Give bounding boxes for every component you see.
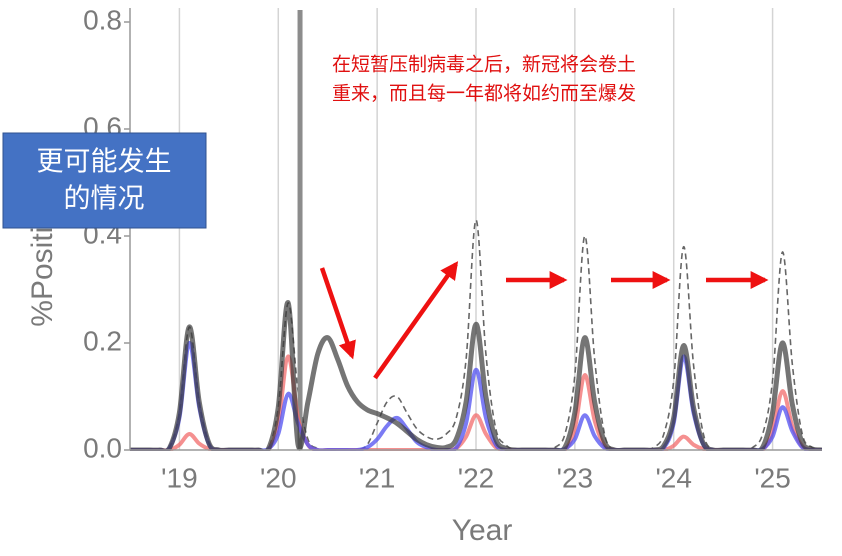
callout-text: 更可能发生 — [37, 147, 172, 178]
annotation-text: 重来，而且每一年都将如约而至爆发 — [332, 83, 636, 105]
grid — [178, 8, 774, 450]
arrow — [319, 267, 356, 360]
x-axis-label: Year — [452, 514, 513, 547]
x-tick-label: '20 — [260, 462, 297, 493]
x-tick-label: '21 — [359, 462, 396, 493]
y-tick-label: 0.8 — [83, 4, 122, 35]
x-tick-label: '24 — [655, 462, 692, 493]
callout-box — [2, 132, 207, 229]
annotation-text: 在短暂压制病毒之后，新冠将会卷土 — [332, 54, 636, 76]
axes: '19'20'21'22'23'24'250.00.20.40.60.8 — [83, 4, 822, 493]
y-tick-label: 0.0 — [83, 432, 122, 463]
callout-text: 的情况 — [64, 184, 145, 215]
x-tick-label: '22 — [458, 462, 495, 493]
arrows — [319, 261, 769, 380]
x-tick-label: '19 — [161, 462, 198, 493]
arrow — [373, 261, 459, 380]
y-tick-label: 0.2 — [83, 325, 122, 356]
x-tick-label: '23 — [557, 462, 594, 493]
x-tick-label: '25 — [754, 462, 791, 493]
